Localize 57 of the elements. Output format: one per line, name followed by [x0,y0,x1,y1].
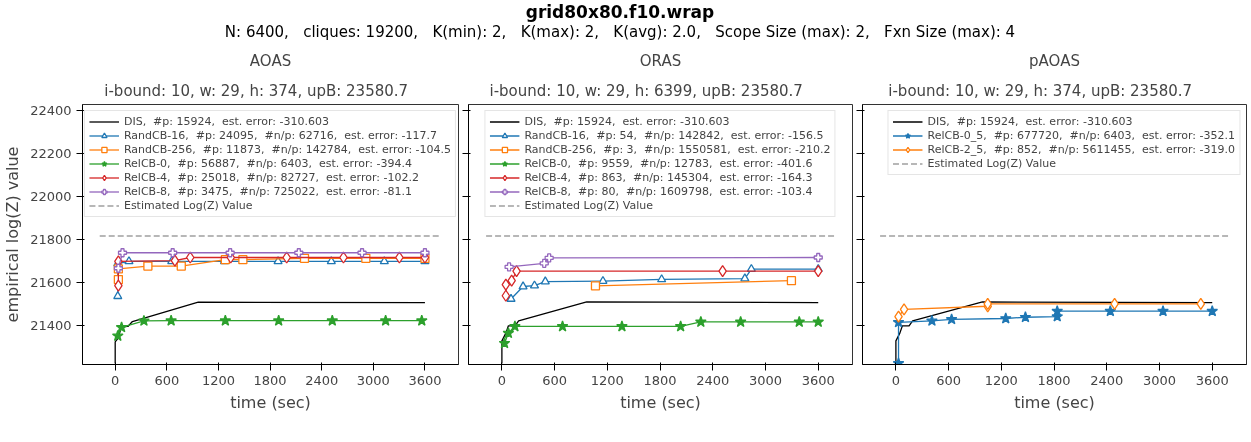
legend-label: RandCB-16, #p: 24095, #n/p: 62716, est. error: -117.7 [123,129,438,142]
y-tick-label: 22400 [30,103,72,119]
x-tick-label: 1200 [984,372,1018,388]
text: grid80x80.f10.wrap [525,1,715,24]
legend-label: Estimated Log(Z) Value [524,199,653,212]
legend-label: RelCB-0, #p: 56887, #n/p: 6403, est. error: -394.4 [123,157,412,170]
x-tick-label: 0 [891,372,901,388]
x-tick-label: 3000 [356,372,390,388]
x-tick-label: 600 [936,372,962,388]
y-tick-label: 22000 [30,189,72,205]
legend-label: RandCB-256, #p: 3, #n/p: 1550581, est. error: -210.2 [524,143,831,156]
legend-label: RelCB-8, #p: 80, #n/p: 1609798, est. error: -103.4 [524,185,813,198]
legend-label: RelCB-8, #p: 3475, #n/p: 725022, est. error: -81.1 [123,185,412,198]
y-tick-label: 21600 [30,275,72,291]
legend-label: RelCB-0_5, #p: 677720, #n/p: 6403, est. error: -352.1 [927,129,1235,142]
y-tick-label: 22200 [30,146,72,162]
x-tick-label: 2400 [305,372,339,388]
x-tick-label: 2400 [1090,372,1124,388]
x-tick-label: 1800 [1037,372,1071,388]
legend-label: RelCB-4, #p: 863, #n/p: 145304, est. error: -164.3 [524,171,813,184]
chart-subtitle: i-bound: 10, w: 29, h: 374, upB: 23580.7 [888,81,1193,100]
x-tick-label: 1200 [201,372,235,388]
x-tick-label: 1200 [590,372,624,388]
x-tick-label: 600 [154,372,180,388]
legend-label: Estimated Log(Z) Value [123,199,253,212]
chart-subtitle: i-bound: 10, w: 29, h: 6399, upB: 23580.7 [489,81,803,100]
legend-label: Estimated Log(Z) Value [927,157,1057,170]
x-tick-label: 3600 [801,372,835,388]
y-axis-title: empirical log(Z) value [3,146,23,323]
x-tick-label: 0 [111,372,120,388]
legend-label: RandCB-256, #p: 11873, #n/p: 142784, est. error: -104.5 [123,143,452,156]
x-axis-title: time (sec) [1014,392,1095,412]
legend-label: DIS, #p: 15924, est. error: -310.603 [927,115,1133,128]
x-tick-label: 1800 [253,372,287,388]
chart-title: pAOAS [1029,51,1080,70]
x-tick-label: 1800 [643,372,677,388]
legend-label: DIS, #p: 15924, est. error: -310.603 [123,115,329,128]
x-tick-label: 3600 [1195,372,1229,388]
chart-title: AOAS [249,51,292,70]
x-tick-label: 0 [497,372,507,388]
x-axis-title: time (sec) [620,392,701,412]
x-tick-label: 600 [542,372,568,388]
x-tick-label: 3000 [748,372,783,388]
text: N: 6400, cliques: 19200, K(min): 2, K(max): 2, K(avg): 2.0, Scope Size (max): 2, Fxn Size (max): 4 [224,22,1016,43]
x-tick-label: 3000 [1142,372,1177,388]
legend-label: RelCB-2_5, #p: 852, #n/p: 5611455, est. error: -319.0 [927,143,1235,156]
y-tick-label: 21400 [30,318,72,334]
chart-subtitle: i-bound: 10, w: 29, h: 374, upB: 23580.7 [104,81,409,100]
x-tick-label: 2400 [696,372,730,388]
y-tick-label: 21800 [30,232,72,248]
x-axis-title: time (sec) [230,392,311,412]
legend-label: RandCB-16, #p: 54, #n/p: 142842, est. error: -156.5 [524,129,824,142]
legend-label: RelCB-0, #p: 9559, #n/p: 12783, est. error: -401.6 [524,157,813,170]
legend-label: RelCB-4, #p: 25018, #n/p: 82727, est. error: -102.2 [123,171,419,184]
legend-label: DIS, #p: 15924, est. error: -310.603 [524,115,730,128]
x-tick-label: 3600 [408,372,442,388]
chart-title: ORAS [639,51,682,70]
